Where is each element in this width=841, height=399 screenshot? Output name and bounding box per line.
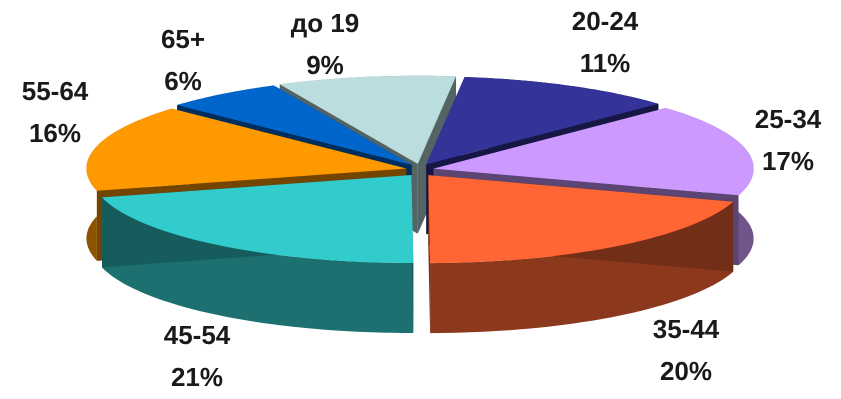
- slice-pct-45-54: 21%: [171, 362, 223, 392]
- slice-label-65+: 65+: [161, 24, 205, 54]
- slice-pct-25-34: 17%: [762, 146, 814, 176]
- slice-label-20-24: 20-24: [572, 6, 639, 36]
- slice-label-до 19: до 19: [291, 8, 360, 38]
- slice-label-35-44: 35-44: [653, 314, 720, 344]
- slice-pct-до 19: 9%: [306, 50, 344, 80]
- slice-pct-65+: 6%: [164, 66, 202, 96]
- slice-label-45-54: 45-54: [164, 320, 231, 350]
- slice-pct-55-64: 16%: [29, 118, 81, 148]
- slice-pct-35-44: 20%: [660, 356, 712, 386]
- slice-pct-20-24: 11%: [580, 48, 631, 78]
- slice-label-25-34: 25-34: [755, 104, 822, 134]
- slice-label-55-64: 55-64: [22, 76, 89, 106]
